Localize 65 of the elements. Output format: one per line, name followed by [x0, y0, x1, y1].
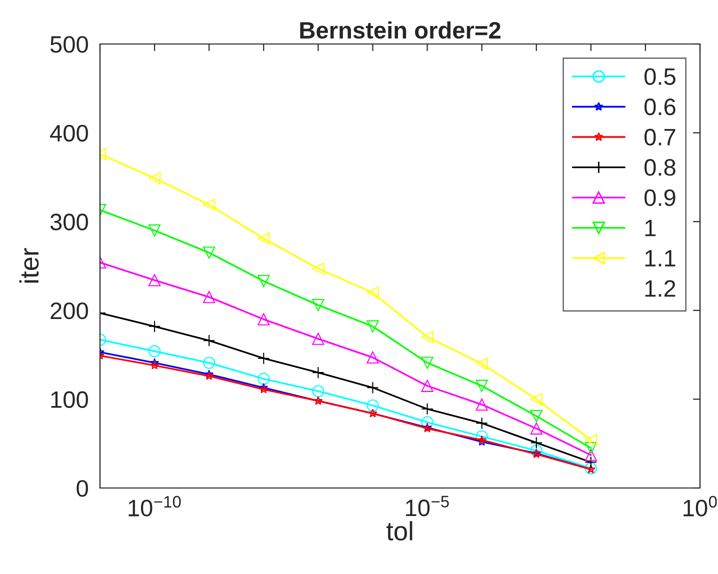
point	[150, 360, 160, 370]
point	[203, 198, 216, 211]
point	[421, 356, 434, 369]
point	[421, 380, 434, 392]
point	[258, 313, 270, 326]
y-tick-label: 100	[51, 391, 88, 408]
point	[366, 351, 379, 364]
point	[584, 442, 597, 454]
point	[312, 385, 324, 398]
legend-label: 0.6	[644, 98, 676, 116]
y-tick-label: 300	[50, 214, 88, 230]
point	[258, 372, 270, 385]
point	[312, 332, 324, 345]
point	[530, 422, 542, 435]
point	[530, 436, 542, 449]
x-axis-title: tol	[386, 521, 412, 541]
chart-title: Bernstein order=2	[300, 21, 500, 39]
y-tick-label: 400	[50, 124, 88, 142]
legend-label: 0.5	[644, 68, 676, 85]
point	[366, 382, 379, 394]
point	[148, 320, 161, 332]
point	[366, 320, 379, 332]
point	[312, 262, 324, 275]
point	[584, 449, 597, 462]
point	[530, 444, 542, 457]
point	[421, 330, 434, 344]
legend-label: 1	[645, 220, 656, 236]
y-tick-label: 0	[76, 480, 88, 497]
y-tick-label: 200	[50, 302, 88, 320]
legend-label: 0.9	[644, 189, 676, 206]
point	[476, 358, 488, 370]
x-tick-label: 10$^{−10}$	[128, 496, 181, 516]
x-tick-label: 10$^{−5}$	[406, 496, 449, 516]
point	[203, 246, 216, 259]
point	[258, 275, 270, 288]
point	[584, 462, 597, 475]
point	[584, 434, 597, 446]
point	[203, 356, 216, 369]
text: 1.2	[645, 280, 676, 297]
legend-label: 0.7	[644, 128, 676, 146]
y-axis-title: iter	[19, 248, 39, 283]
legend-label: 0.8	[644, 159, 676, 176]
point	[476, 398, 488, 411]
point	[258, 352, 270, 364]
point	[530, 393, 542, 406]
point	[366, 399, 379, 412]
point	[258, 232, 270, 245]
point	[312, 298, 324, 312]
point	[148, 345, 161, 358]
point	[476, 417, 488, 430]
point	[148, 274, 161, 286]
point	[366, 286, 379, 299]
point	[312, 366, 324, 379]
point	[203, 291, 216, 304]
point	[203, 334, 216, 347]
point	[150, 358, 160, 367]
point	[148, 224, 161, 237]
point	[584, 456, 597, 468]
x-tick-label: 10$^{0}$	[684, 496, 717, 516]
point	[148, 172, 161, 184]
point	[530, 410, 542, 422]
point	[421, 402, 434, 416]
y-tick-label: 500	[50, 36, 88, 53]
point	[476, 380, 488, 392]
legend-label: 1.1	[645, 250, 676, 266]
